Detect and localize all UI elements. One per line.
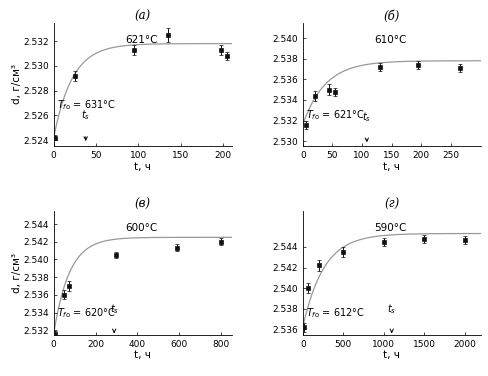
X-axis label: t, ч: t, ч [134, 162, 151, 172]
Title: (г): (г) [384, 198, 399, 211]
Title: (в): (в) [135, 198, 151, 211]
Text: 610°C: 610°C [374, 35, 407, 45]
Text: $t_s$: $t_s$ [110, 302, 119, 316]
Text: 621°C: 621°C [125, 35, 157, 45]
Y-axis label: d, г/см³: d, г/см³ [12, 253, 21, 293]
Text: $T_{f\rm{o}}$ = 612°C: $T_{f\rm{o}}$ = 612°C [306, 306, 365, 320]
Text: 590°C: 590°C [374, 223, 407, 233]
Text: $T_{f\rm{o}}$ = 620°C: $T_{f\rm{o}}$ = 620°C [57, 306, 116, 320]
X-axis label: t, ч: t, ч [383, 350, 400, 360]
Title: (б): (б) [384, 9, 400, 23]
Text: $t_s$: $t_s$ [362, 110, 371, 124]
Text: $t_s$: $t_s$ [387, 302, 396, 316]
Text: $t_s$: $t_s$ [81, 108, 90, 121]
Y-axis label: d, г/см³: d, г/см³ [12, 64, 21, 105]
X-axis label: t, ч: t, ч [383, 162, 400, 172]
Text: $T_{f\rm{o}}$ = 631°C: $T_{f\rm{o}}$ = 631°C [57, 98, 116, 112]
Title: (а): (а) [135, 9, 151, 23]
Text: $T_{f\rm{o}}$ = 621°C: $T_{f\rm{o}}$ = 621°C [306, 108, 365, 121]
X-axis label: t, ч: t, ч [134, 350, 151, 360]
Text: 600°C: 600°C [125, 223, 157, 233]
